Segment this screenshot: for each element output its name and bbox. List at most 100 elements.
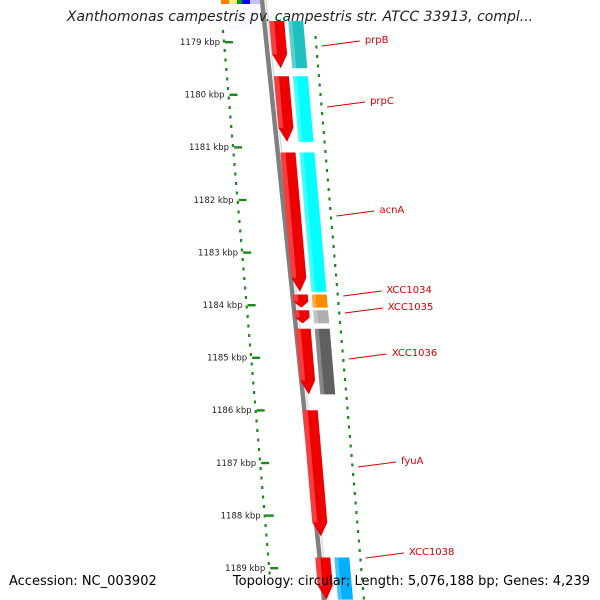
gc-dot-left	[227, 96, 230, 100]
tick-mark	[238, 198, 247, 202]
gc-dot-left	[223, 49, 226, 52]
tick-mark	[247, 304, 256, 307]
gc-dot-left	[224, 58, 227, 62]
gc-dot-left	[256, 429, 259, 432]
gene-label-XCC1034: XCC1034	[386, 285, 432, 296]
top-strip-fade	[226, 4, 256, 30]
gc-dot-right	[343, 378, 347, 381]
top-strip-segment	[242, 0, 250, 4]
tick-mark	[261, 461, 270, 465]
gc-dot-right	[329, 207, 332, 210]
top-strip-segment	[221, 0, 229, 4]
gene-label-prpB: prpB	[365, 35, 389, 46]
cds-arrow-shine	[280, 152, 297, 278]
gc-dot-right	[315, 45, 318, 49]
tick-label: 1182 kbp	[194, 196, 234, 206]
gc-dot-left	[234, 172, 237, 176]
accession-text: Accession: NC_003902	[9, 574, 157, 589]
gc-dot-right	[334, 273, 338, 277]
cds-track	[269, 21, 333, 600]
gc-dot-left	[228, 106, 231, 109]
gene-bar	[334, 557, 353, 600]
gc-dot-left	[239, 229, 242, 233]
gc-dot-left	[239, 239, 243, 242]
gene-label-acnA: acnA	[379, 205, 404, 216]
gc-dot-right	[339, 330, 343, 334]
gc-dot-right	[353, 492, 356, 495]
gene-bar-shine	[334, 557, 342, 600]
gc-dot-left	[251, 372, 254, 375]
gc-dot-right	[324, 150, 327, 153]
summary-text: Topology: circular; Length: 5,076,188 bp…	[232, 574, 590, 589]
gc-dot-right	[343, 368, 346, 372]
tick-mark	[265, 514, 274, 517]
gc-dot-right	[330, 216, 333, 220]
cds-arrow-shine	[269, 21, 278, 55]
gc-dot-right	[351, 463, 354, 467]
gene-leader-line	[327, 101, 366, 108]
tick-mark	[243, 251, 252, 254]
cds-arrow-shine	[295, 328, 306, 381]
top-strip-segment	[237, 0, 242, 4]
gc-dot-left	[267, 562, 270, 565]
gc-dot-right	[355, 511, 358, 514]
gc-dot-right	[344, 387, 347, 391]
gc-dot-right	[346, 406, 349, 410]
gc-dotted-track-left	[221, 30, 271, 575]
gc-dot-left	[254, 410, 257, 413]
gc-dot-left	[240, 248, 243, 252]
gc-dot-right	[361, 587, 365, 590]
gene-leader-line	[348, 353, 387, 360]
gene-leader-line	[344, 307, 383, 314]
gc-dot-left	[248, 343, 252, 347]
kbp-ruler: 1179 kbp 1180 kbp 1181 kbp 1182 kbp 1183 kbp…	[180, 38, 279, 574]
gc-dot-left	[247, 324, 250, 328]
cds-arrow-shine	[302, 410, 318, 523]
cds-arrow-shine	[315, 557, 323, 586]
gc-dot-left	[241, 258, 244, 261]
gc-dot-left	[266, 552, 270, 556]
gc-dot-right	[348, 435, 351, 438]
gc-dot-left	[266, 543, 269, 546]
gc-dot-right	[345, 397, 348, 400]
gc-dot-right	[326, 178, 329, 182]
gc-dot-left	[229, 115, 232, 119]
gc-dot-right	[347, 425, 351, 429]
gene-label-fyuA: fyuA	[401, 456, 424, 467]
gc-dot-left	[226, 77, 229, 81]
gc-dot-right	[356, 520, 359, 524]
tick-label: 1183 kbp	[198, 248, 238, 258]
top-strip-segment	[250, 0, 260, 4]
gc-dot-right	[352, 482, 356, 486]
gc-dot-right	[352, 473, 355, 476]
gene-bar-shine	[311, 294, 317, 308]
gene-labels: prpB prpC acnA XCC1034 XCC1035 XCC1036 fyuA XCC…	[321, 35, 454, 559]
gc-dot-left	[268, 571, 271, 575]
gc-dot-left	[230, 125, 233, 128]
tick-label: 1180 kbp	[184, 91, 224, 101]
gc-dot-right	[331, 235, 334, 239]
gene-track	[288, 21, 353, 600]
gene-bar	[288, 21, 308, 69]
gc-dot-left	[262, 505, 266, 508]
gc-dot-right	[340, 340, 343, 343]
tick-mark	[256, 409, 265, 412]
tick-label: 1186 kbp	[212, 406, 252, 416]
gc-dot-right	[341, 349, 344, 353]
gc-dot-right	[338, 321, 342, 324]
tick-label: 1187 kbp	[216, 459, 256, 469]
gc-dot-left	[236, 201, 239, 204]
gc-dot-right	[320, 102, 323, 106]
gc-dot-left	[231, 144, 234, 147]
gc-dot-right	[325, 169, 329, 172]
gc-dot-left	[244, 296, 248, 299]
gc-dot-right	[333, 254, 336, 258]
gc-dot-right	[342, 359, 345, 362]
gc-dot-right	[347, 416, 350, 419]
gc-dotted-track-right	[314, 36, 365, 600]
tick-mark	[225, 41, 233, 44]
tick-label: 1189 kbp	[225, 564, 265, 574]
gc-dot-left	[250, 362, 253, 366]
gene-leader-line	[365, 552, 404, 559]
